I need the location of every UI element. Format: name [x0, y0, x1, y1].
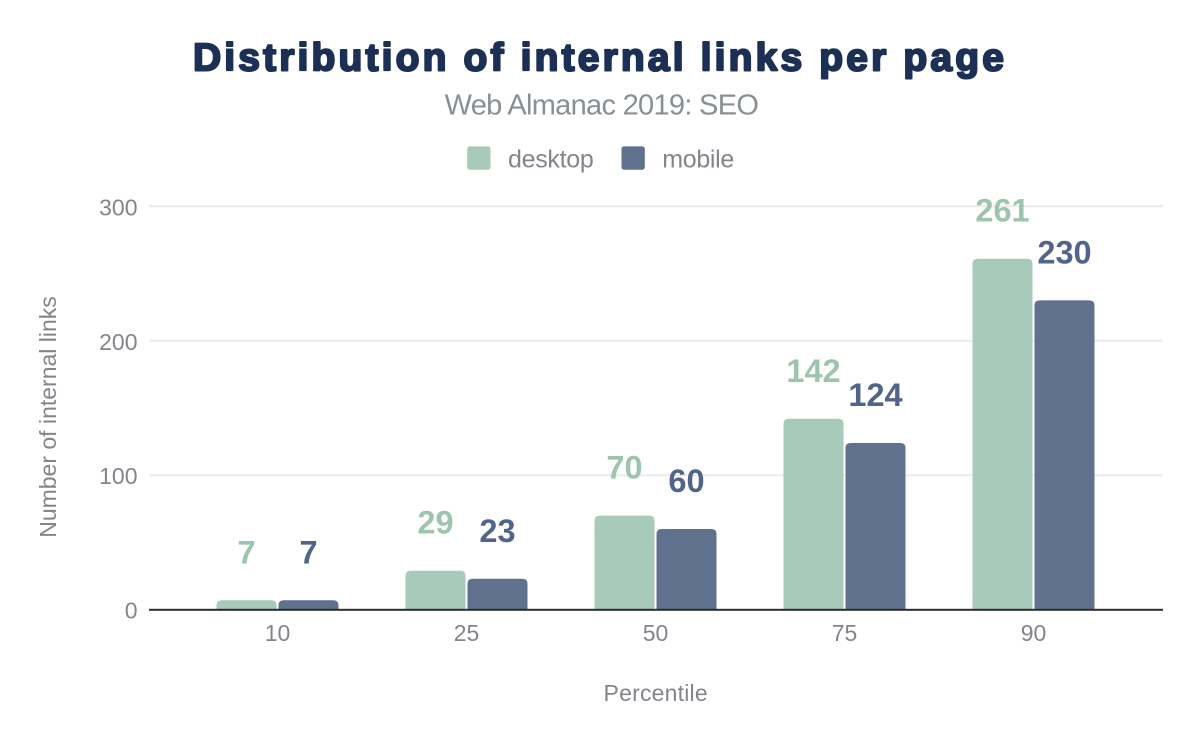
svg-text:230: 230: [1037, 234, 1091, 270]
svg-text:23: 23: [479, 513, 515, 549]
svg-text:70: 70: [606, 450, 642, 486]
svg-text:mobile: mobile: [662, 146, 734, 174]
svg-text:7: 7: [299, 534, 317, 570]
svg-text:Number of internal links: Number of internal links: [35, 296, 61, 538]
svg-text:90: 90: [1021, 620, 1047, 646]
svg-text:75: 75: [832, 620, 858, 646]
svg-text:60: 60: [668, 463, 704, 499]
svg-text:261: 261: [975, 193, 1029, 229]
svg-text:50: 50: [643, 620, 669, 646]
svg-text:142: 142: [786, 353, 840, 389]
svg-text:29: 29: [417, 505, 453, 541]
svg-text:300: 300: [99, 194, 137, 220]
svg-text:Percentile: Percentile: [604, 680, 708, 706]
svg-text:Distribution of internal links: Distribution of internal links per page: [193, 36, 1007, 79]
svg-text:desktop: desktop: [508, 146, 593, 174]
svg-text:7: 7: [237, 534, 255, 570]
svg-text:200: 200: [99, 329, 137, 355]
svg-text:0: 0: [125, 598, 138, 624]
svg-text:Web Almanac 2019: SEO: Web Almanac 2019: SEO: [445, 90, 759, 122]
svg-text:124: 124: [848, 377, 902, 413]
svg-text:10: 10: [265, 620, 291, 646]
svg-text:100: 100: [99, 463, 137, 489]
svg-text:25: 25: [454, 620, 480, 646]
